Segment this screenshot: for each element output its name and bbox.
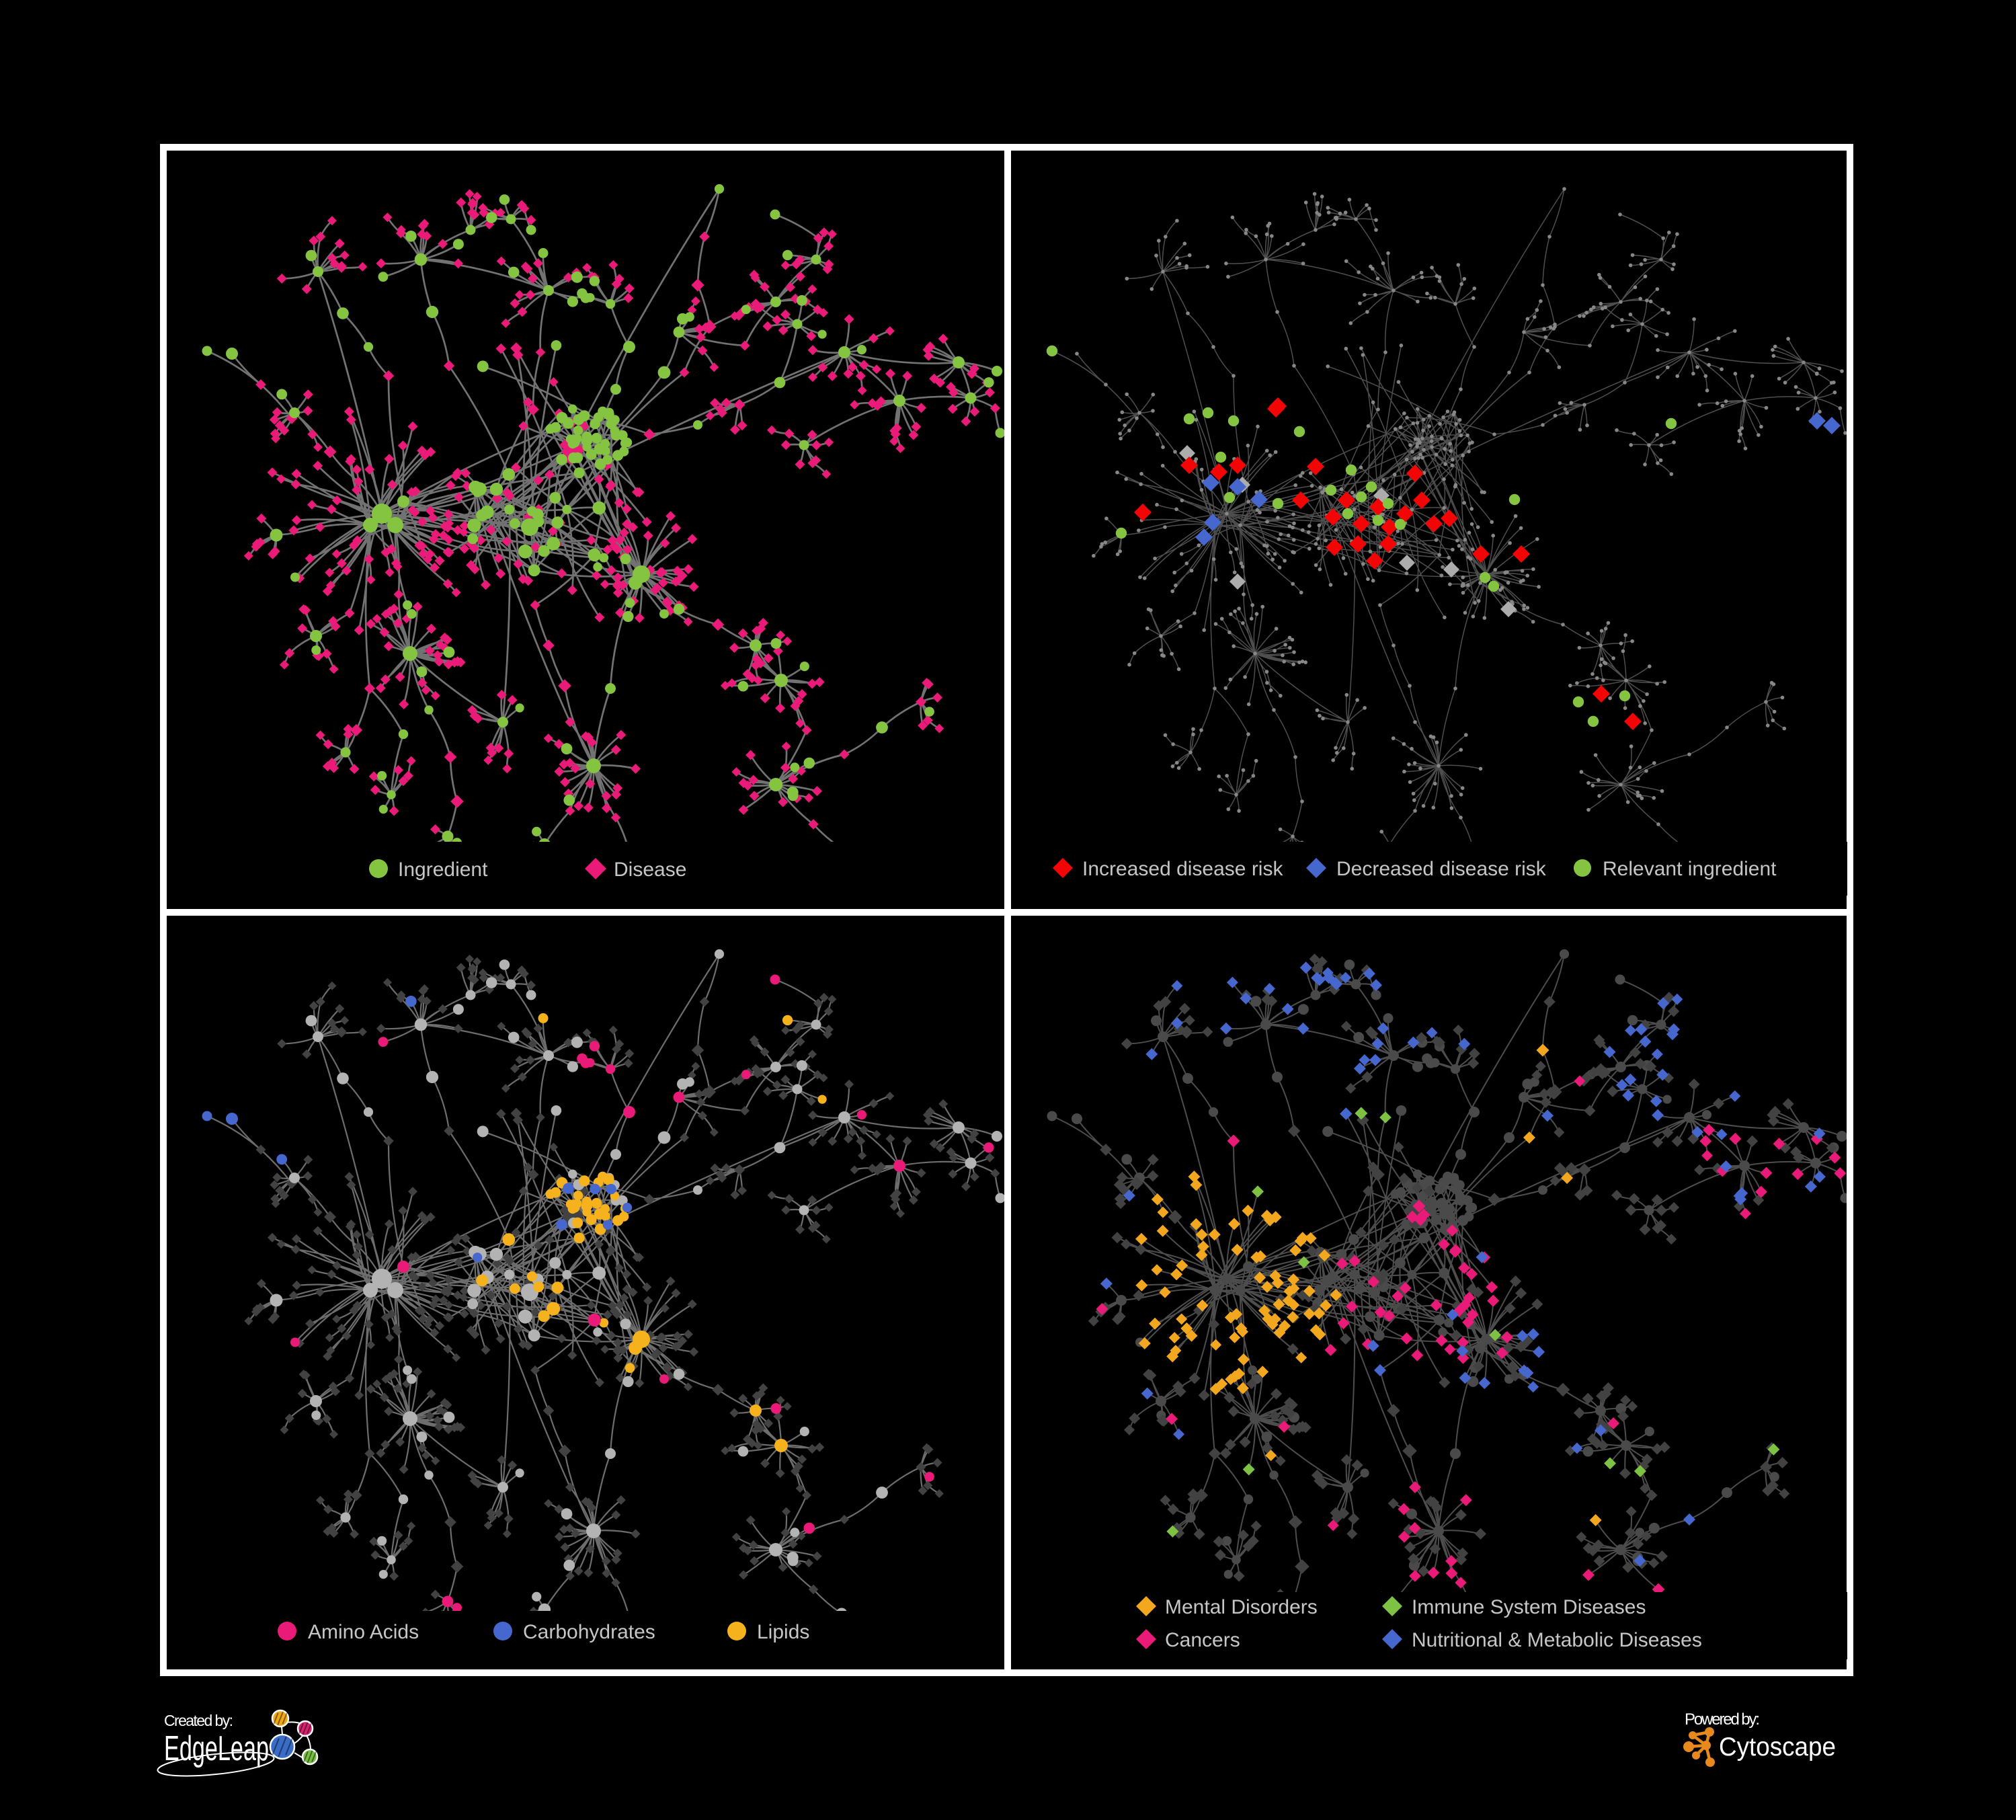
- svg-text:Relevant ingredient: Relevant ingredient: [1603, 858, 1777, 880]
- svg-text:Powered by:: Powered by:: [1685, 1710, 1760, 1729]
- svg-text:Cytoscape: Cytoscape: [1719, 1733, 1836, 1762]
- svg-text:Mental Disorders: Mental Disorders: [1165, 1596, 1318, 1618]
- svg-text:EdgeLeap: EdgeLeap: [164, 1729, 269, 1768]
- svg-text:Ingredient: Ingredient: [398, 859, 488, 881]
- svg-text:Disease: Disease: [614, 859, 686, 881]
- svg-text:Decreased disease risk: Decreased disease risk: [1336, 858, 1547, 880]
- svg-text:Carbohydrates: Carbohydrates: [523, 1621, 655, 1643]
- svg-text:Cancers: Cancers: [1165, 1629, 1240, 1651]
- svg-text:Amino Acids: Amino Acids: [308, 1621, 419, 1643]
- svg-text:Immune System Diseases: Immune System Diseases: [1412, 1596, 1646, 1618]
- svg-text:Created by:: Created by:: [164, 1712, 233, 1729]
- svg-text:Nutritional & Metabolic Diseas: Nutritional & Metabolic Diseases: [1412, 1629, 1702, 1651]
- svg-text:Lipids: Lipids: [757, 1621, 809, 1643]
- svg-text:Increased disease risk: Increased disease risk: [1082, 858, 1283, 880]
